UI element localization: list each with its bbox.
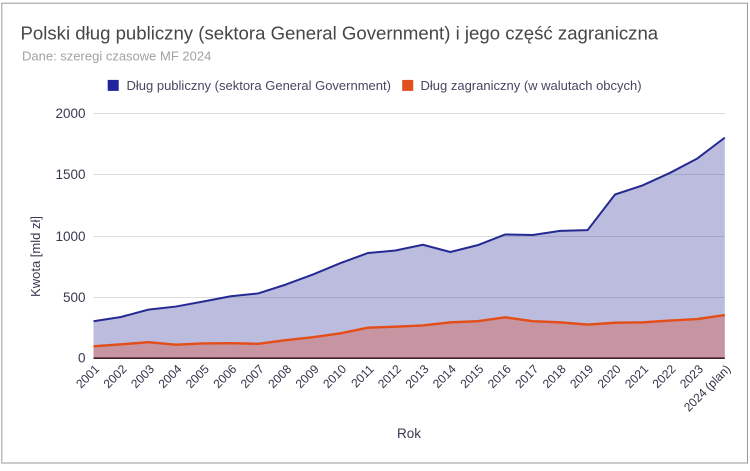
svg-text:Dług publiczny (sektora Genera: Dług publiczny (sektora General Governme… xyxy=(127,78,391,93)
svg-text:Dane: szeregi czasowe MF 2024: Dane: szeregi czasowe MF 2024 xyxy=(22,49,211,64)
svg-text:Polski dług publiczny (sektora: Polski dług publiczny (sektora General G… xyxy=(21,23,659,44)
svg-text:Kwota [mld zł]: Kwota [mld zł] xyxy=(28,216,43,297)
svg-text:1000: 1000 xyxy=(55,229,85,244)
svg-text:500: 500 xyxy=(63,290,86,305)
svg-text:2000: 2000 xyxy=(55,106,85,121)
svg-text:1500: 1500 xyxy=(55,167,85,182)
svg-text:Rok: Rok xyxy=(397,426,421,441)
svg-text:Dług zagraniczny (w walutach o: Dług zagraniczny (w walutach obcych) xyxy=(421,78,642,93)
svg-text:0: 0 xyxy=(78,351,86,366)
